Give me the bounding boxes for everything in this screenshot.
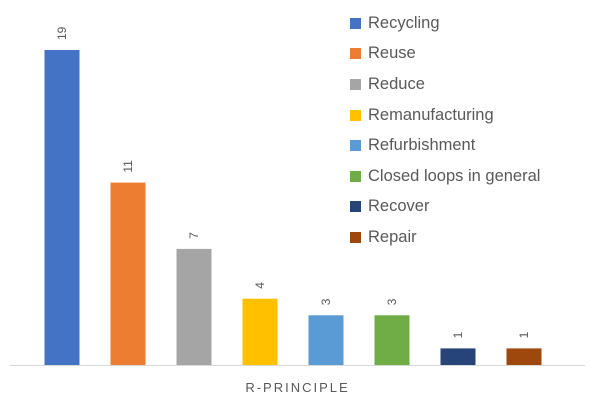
legend: Recycling Reuse Reduce Remanufacturing Refur…	[350, 8, 540, 253]
legend-item: Refurbishment	[350, 130, 540, 161]
legend-label: Reduce	[368, 74, 425, 93]
bar-repair	[506, 348, 542, 365]
legend-item: Remanufacturing	[350, 100, 540, 131]
data-label: 3	[319, 298, 333, 305]
legend-item: Reuse	[350, 39, 540, 70]
x-axis-title: R-PRINCIPLE	[245, 380, 350, 395]
bar-reduce	[176, 248, 212, 365]
data-label: 4	[253, 282, 267, 289]
legend-label: Recover	[368, 197, 430, 216]
data-label: 11	[121, 160, 135, 173]
legend-label: Remanufacturing	[368, 105, 494, 124]
bars-group	[44, 50, 542, 365]
legend-swatch	[350, 48, 361, 60]
legend-item: Recover	[350, 192, 540, 223]
legend-swatch	[350, 140, 361, 152]
legend-item: Recycling	[350, 8, 540, 39]
legend-swatch	[350, 170, 361, 182]
legend-item: Repair	[350, 222, 540, 253]
data-label: 3	[385, 298, 399, 305]
bar-refurbishment	[308, 315, 344, 365]
legend-label: Reuse	[368, 44, 416, 63]
bar-reuse	[110, 182, 146, 365]
bar-closed-loops-in-general	[374, 315, 410, 365]
data-label: 7	[187, 232, 201, 239]
legend-item: Reduce	[350, 69, 540, 100]
legend-item: Closed loops in general	[350, 161, 540, 192]
legend-swatch	[350, 17, 361, 29]
legend-label: Recycling	[368, 13, 440, 32]
legend-label: Repair	[368, 227, 417, 246]
legend-swatch	[350, 201, 361, 213]
legend-swatch	[350, 109, 361, 121]
legend-label: Closed loops in general	[368, 166, 541, 185]
legend-swatch	[350, 231, 361, 243]
data-label: 19	[55, 26, 69, 40]
bar-remanufacturing	[242, 298, 278, 365]
legend-label: Refurbishment	[368, 136, 476, 155]
legend-swatch	[350, 78, 361, 90]
data-label: 1	[517, 331, 531, 338]
bar-recover	[440, 348, 476, 365]
bar-recycling	[44, 50, 80, 365]
data-label: 1	[451, 331, 465, 338]
